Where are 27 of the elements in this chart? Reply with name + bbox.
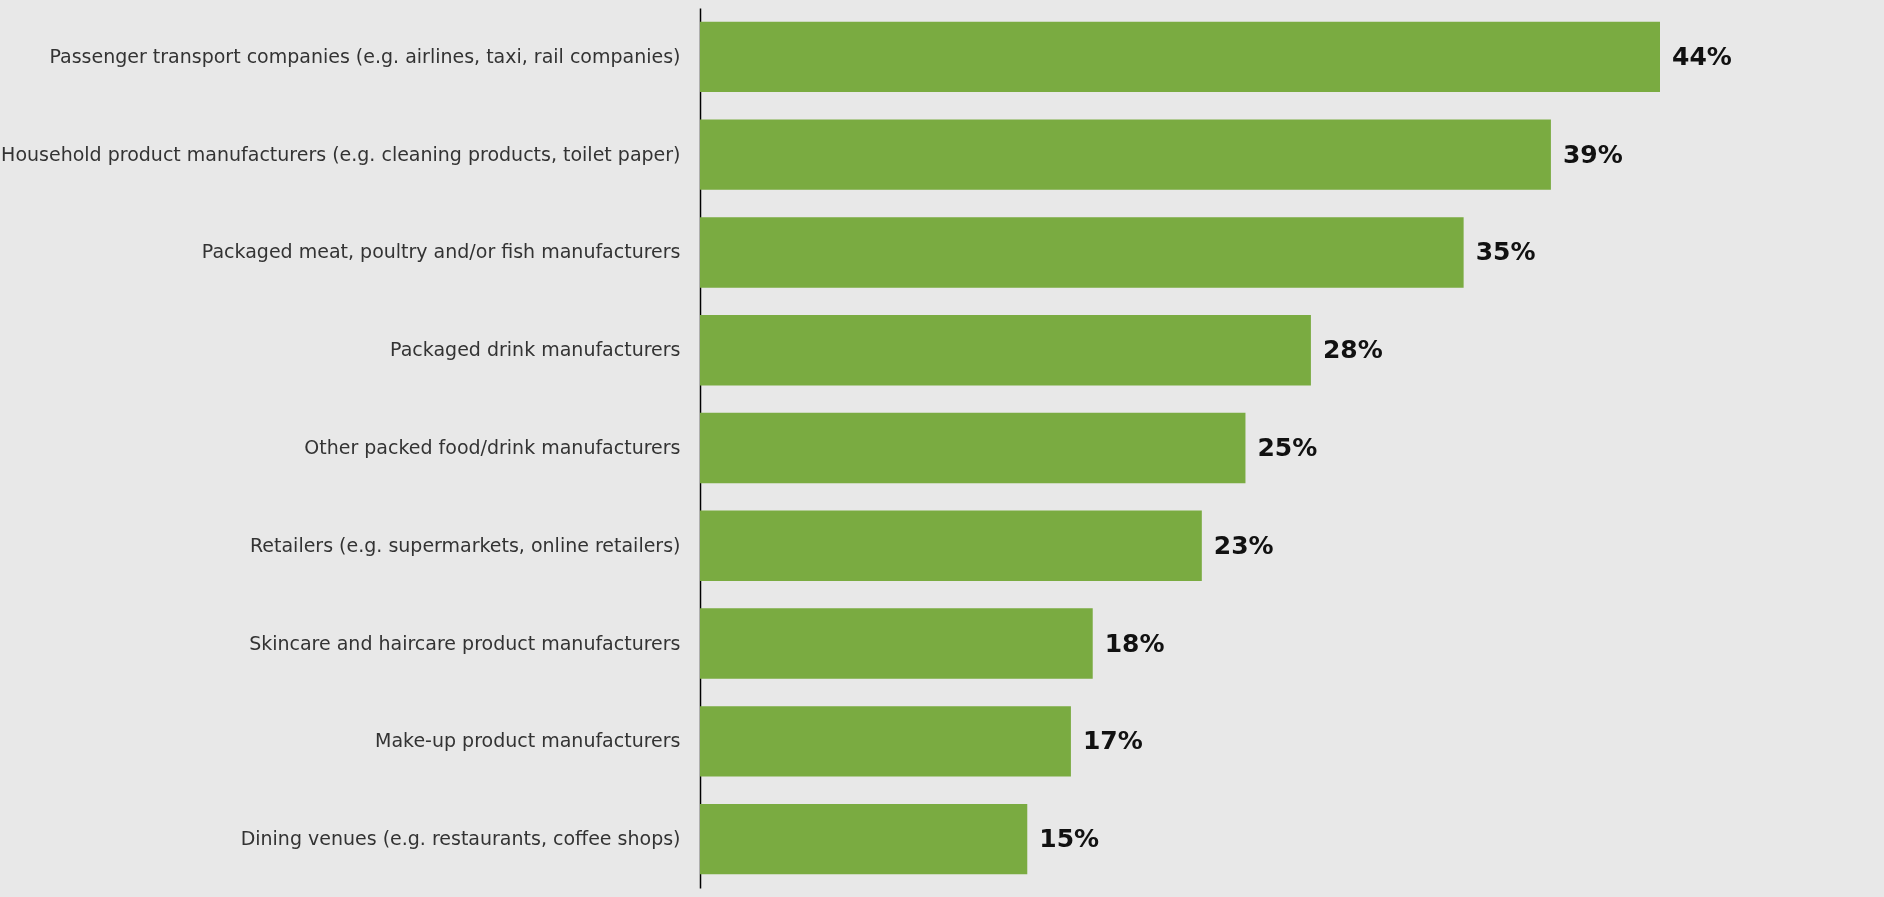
bar <box>700 706 1071 777</box>
data-label: 17% <box>1082 726 1143 756</box>
bar <box>700 510 1202 581</box>
data-label: 39% <box>1562 139 1623 169</box>
data-label: 25% <box>1257 433 1318 462</box>
data-label: 44% <box>1672 41 1732 71</box>
bar <box>700 608 1093 679</box>
y-tick-label: Dining venues (e.g. restaurants, coffee shops) <box>240 827 681 850</box>
bar <box>700 119 1551 190</box>
y-tick-label: Household product manufacturers (e.g. cleaning products, toilet paper) <box>1 142 681 165</box>
data-label: 28% <box>1322 335 1383 365</box>
bar <box>700 21 1660 93</box>
y-tick-label: Packaged meat, poultry and/or fish manufacturers <box>201 240 681 263</box>
data-label: 35% <box>1475 237 1536 267</box>
y-tick-label: Skincare and haircare product manufacturers <box>249 631 681 654</box>
data-label: 18% <box>1104 628 1165 658</box>
y-tick-label: Retailers (e.g. supermarkets, online retailers) <box>249 533 681 556</box>
y-tick-label: Passenger transport companies (e.g. airlines, taxi, rail companies) <box>49 44 681 67</box>
bar <box>700 217 1464 288</box>
y-tick-label: Other packed food/drink manufacturers <box>304 436 681 458</box>
bar <box>700 803 1028 875</box>
y-tick-label: Make-up product manufacturers <box>375 729 681 752</box>
bar <box>700 412 1246 484</box>
y-tick-label: Packaged drink manufacturers <box>390 338 681 361</box>
bar <box>700 315 1311 386</box>
data-label: 23% <box>1213 530 1274 560</box>
data-label: 15% <box>1039 824 1100 854</box>
